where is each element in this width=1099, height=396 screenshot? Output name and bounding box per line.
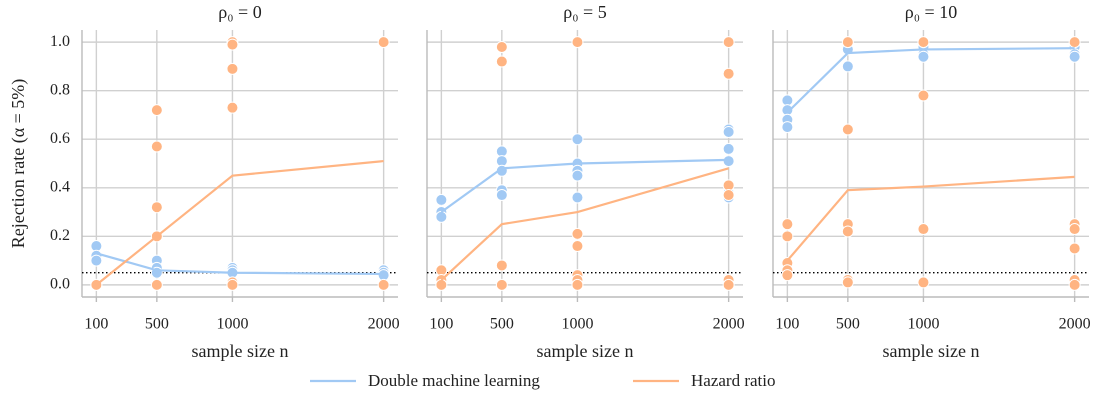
data-point: [841, 225, 854, 238]
data-point: [495, 40, 508, 53]
data-point: [781, 269, 794, 282]
x-tick-label: 100: [429, 316, 453, 333]
data-point: [841, 60, 854, 73]
x-axis-label: sample size n: [883, 341, 980, 361]
data-point: [722, 278, 735, 291]
data-point: [226, 38, 239, 51]
data-point: [722, 125, 735, 138]
data-point: [495, 189, 508, 202]
data-point: [571, 278, 584, 291]
y-tick-label: 0.2: [50, 227, 70, 244]
mean-line: [95, 159, 384, 286]
data-point: [1068, 223, 1081, 236]
panel: 100 500 1000 2000 ρ₀ = 5 sample size n: [426, 2, 745, 361]
data-point: [722, 155, 735, 168]
panel: 100 500 1000 2000 ρ₀ = 10 sample size n: [772, 2, 1091, 361]
data-point: [722, 142, 735, 155]
data-point: [377, 278, 390, 291]
panel: 0.0 0.2 0.4 0.6 0.8 1.0 100 500 1000 2000 ρ₀ = 0 sa…: [8, 2, 400, 361]
x-tick-label: 2000: [1059, 316, 1091, 333]
data-point: [571, 36, 584, 49]
x-tick-label: 2000: [368, 316, 400, 333]
x-tick-label: 100: [775, 316, 799, 333]
data-point: [150, 104, 163, 117]
data-point: [722, 67, 735, 80]
data-point: [571, 191, 584, 204]
x-tick-label: 500: [145, 316, 169, 333]
data-point: [435, 278, 448, 291]
data-point: [917, 223, 930, 236]
data-point: [495, 278, 508, 291]
mean-line: [786, 175, 1075, 262]
data-point: [917, 276, 930, 289]
y-tick-label: 1.0: [50, 33, 70, 50]
x-tick-label: 2000: [713, 316, 745, 333]
data-point: [722, 189, 735, 202]
y-tick-label: 0.6: [50, 130, 70, 147]
panel-title: ρ₀ = 5: [563, 2, 606, 22]
mean-line: [786, 47, 1075, 114]
data-point: [841, 123, 854, 136]
data-point: [435, 210, 448, 223]
panel-title: ρ₀ = 10: [905, 2, 957, 22]
x-tick-label: 1000: [216, 316, 248, 333]
legend-label: Double machine learning: [368, 371, 540, 390]
x-axis-label: sample size n: [537, 341, 634, 361]
data-point: [435, 193, 448, 206]
x-tick-label: 500: [490, 316, 514, 333]
data-point: [150, 201, 163, 214]
x-tick-label: 500: [836, 316, 860, 333]
data-point: [150, 140, 163, 153]
data-point: [226, 62, 239, 75]
data-point: [917, 89, 930, 102]
data-point: [495, 55, 508, 68]
data-point: [781, 121, 794, 134]
data-point: [377, 36, 390, 49]
mean-line: [440, 158, 729, 213]
data-point: [722, 36, 735, 49]
y-tick-label: 0.0: [50, 276, 70, 293]
data-point: [571, 133, 584, 146]
data-point: [917, 36, 930, 49]
data-point: [781, 218, 794, 231]
data-point: [917, 50, 930, 63]
data-point: [226, 278, 239, 291]
mean-line: [96, 252, 384, 276]
x-tick-label: 100: [84, 316, 108, 333]
y-axis-label: Rejection rate (α = 5%): [8, 79, 29, 249]
data-point: [1068, 242, 1081, 255]
data-point: [1068, 278, 1081, 291]
y-tick-label: 0.8: [50, 81, 70, 98]
x-tick-label: 1000: [561, 316, 593, 333]
data-point: [571, 227, 584, 240]
legend-label: Hazard ratio: [691, 371, 775, 390]
data-point: [1068, 50, 1081, 63]
data-point: [841, 36, 854, 49]
y-tick-label: 0.4: [50, 178, 70, 195]
data-point: [150, 278, 163, 291]
x-axis-label: sample size n: [192, 341, 289, 361]
data-point: [571, 240, 584, 253]
data-point: [1068, 36, 1081, 49]
data-point: [781, 230, 794, 243]
data-point: [841, 276, 854, 289]
data-point: [226, 101, 239, 114]
x-tick-label: 1000: [907, 316, 939, 333]
data-point: [495, 259, 508, 272]
mean-line: [440, 167, 729, 281]
data-point: [90, 254, 103, 267]
data-point: [571, 169, 584, 182]
panel-title: ρ₀ = 0: [218, 2, 261, 22]
